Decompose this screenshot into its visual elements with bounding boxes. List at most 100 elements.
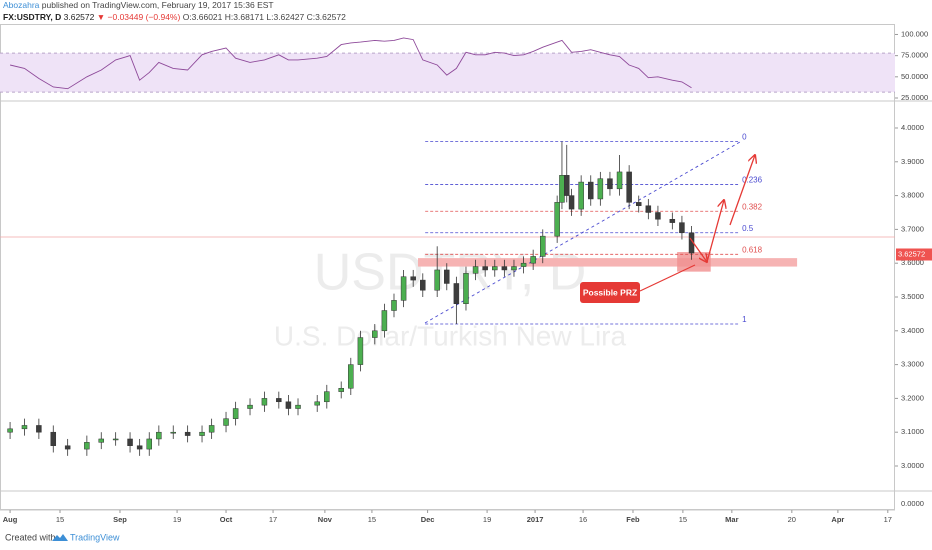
candle-body xyxy=(655,212,661,220)
fib-label: 0.618 xyxy=(742,245,763,254)
y-tick-label: 50.0000 xyxy=(901,72,928,81)
candle-body xyxy=(635,202,642,206)
candle-body xyxy=(136,445,143,450)
rsi-band xyxy=(0,53,895,93)
change: −0.03449 (−0.94%) xyxy=(108,12,181,22)
prz-band xyxy=(417,258,798,267)
candle-body xyxy=(223,418,229,426)
x-tick-label: Feb xyxy=(626,515,640,524)
candle-body xyxy=(208,425,215,433)
candle-body xyxy=(232,408,239,419)
callout-pointer xyxy=(639,264,696,292)
candle-body xyxy=(184,431,191,436)
rsi-line xyxy=(9,37,692,90)
x-tick-label: Nov xyxy=(318,515,333,524)
candle-body xyxy=(444,269,450,284)
candle-body xyxy=(391,300,397,311)
price-label: 3.62572 xyxy=(898,249,925,258)
x-tick-label: 15 xyxy=(679,515,687,524)
x-tick-label: Apr xyxy=(831,515,844,524)
x-tick-label: 17 xyxy=(884,515,892,524)
fib-label: 0.382 xyxy=(742,202,763,211)
x-tick-label: Aug xyxy=(3,515,18,524)
candle-body xyxy=(420,279,426,291)
candle-body xyxy=(645,205,652,213)
fib-label: 0.236 xyxy=(742,176,763,185)
candle-body xyxy=(559,175,565,203)
candle-body xyxy=(381,310,388,332)
y-tick-label: 3.0000 xyxy=(901,461,924,470)
x-tick-label: Dec xyxy=(421,515,435,524)
trend-line xyxy=(424,141,741,324)
candle-body xyxy=(64,445,71,450)
candle-body xyxy=(199,431,205,436)
candle-body xyxy=(607,178,613,190)
candle-body xyxy=(463,273,469,305)
candle-body xyxy=(36,425,42,433)
candle-body xyxy=(520,262,527,267)
y-tick-label: 4.0000 xyxy=(901,123,924,132)
y-tick-label: 3.5000 xyxy=(901,292,924,301)
candle-body xyxy=(587,181,594,200)
direction: ▼ xyxy=(97,12,105,22)
x-tick-label: 17 xyxy=(269,515,277,524)
logo xyxy=(52,534,68,541)
candle-body xyxy=(472,266,479,274)
y-tick-label: 100.000 xyxy=(901,29,928,38)
y-tick-label: 3.8000 xyxy=(901,191,924,200)
candle-body xyxy=(247,404,253,409)
candle-body xyxy=(410,276,416,281)
candle-body xyxy=(372,330,378,338)
candle-body xyxy=(400,276,407,301)
candle-body xyxy=(626,171,632,203)
x-tick-label: 19 xyxy=(173,515,181,524)
candle-body xyxy=(578,181,584,210)
candle-body xyxy=(276,398,282,403)
candle-body xyxy=(50,431,57,446)
candle-body xyxy=(7,428,13,433)
candle-body xyxy=(357,337,364,365)
fib-label: 0.5 xyxy=(742,224,754,233)
x-tick-label: 15 xyxy=(56,515,64,524)
created-with: Created with xyxy=(5,532,56,542)
y-tick-label: 3.7000 xyxy=(901,224,924,233)
candle-body xyxy=(501,266,508,271)
x-tick-label: 19 xyxy=(483,515,491,524)
x-tick-label: Oct xyxy=(220,515,233,524)
candle-body xyxy=(324,391,330,403)
brand: TradingView xyxy=(70,532,120,542)
candle-body xyxy=(170,431,176,434)
candle-body xyxy=(434,269,440,291)
y-tick-label: 3.1000 xyxy=(901,427,924,436)
price-label-box xyxy=(896,248,932,261)
callout xyxy=(580,282,640,303)
candle-body xyxy=(679,222,685,234)
header-line: Abozahra published on TradingView.com, F… xyxy=(3,0,274,10)
arrow xyxy=(706,200,724,263)
candle-body xyxy=(669,218,676,223)
last-price: 3.62572 xyxy=(64,12,95,22)
published: published on TradingView.com, February 1… xyxy=(42,0,274,10)
y-tick-label: 75.0000 xyxy=(901,51,928,60)
x-tick-label: Mar xyxy=(725,515,738,524)
candle-body xyxy=(597,178,604,200)
candle-body xyxy=(338,388,344,392)
callout-text: Possible PRZ xyxy=(583,287,637,297)
prz-box xyxy=(677,252,711,272)
y-tick-label: 3.3000 xyxy=(901,360,924,369)
underlay: 0 0.236 0.382 0.5 0.618 1 xyxy=(0,52,895,325)
x-tick-label: 16 xyxy=(579,515,587,524)
candle-body xyxy=(348,364,354,389)
candle-body xyxy=(314,401,320,406)
candle-body xyxy=(492,266,498,271)
quote-line: FX:USDTRY, D 3.62572 ▼ −0.03449 (−0.94%)… xyxy=(3,12,346,22)
candle-body xyxy=(146,438,152,450)
open: O:3.66021 xyxy=(183,12,223,22)
symbol: FX:USDTRY, D xyxy=(3,12,61,22)
y-tick-label: 3.6000 xyxy=(901,258,924,267)
candle-body xyxy=(540,235,546,257)
volume-tick-label: 0.0000 xyxy=(901,499,924,508)
candle-body xyxy=(261,398,268,406)
close: C:3.62572 xyxy=(307,12,346,22)
